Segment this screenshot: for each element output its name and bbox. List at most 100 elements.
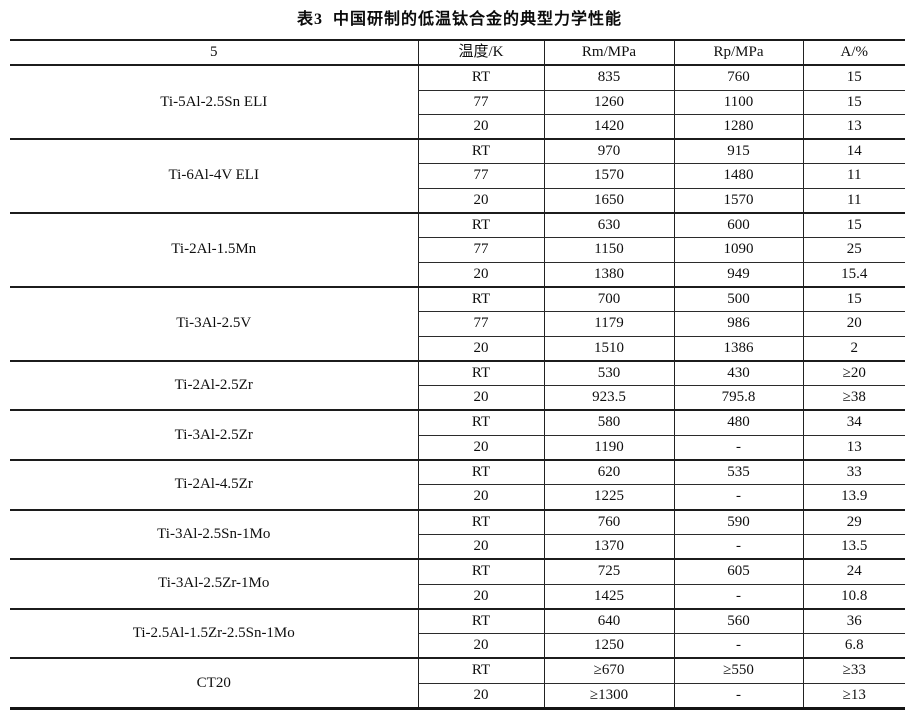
rm-cell: 1179 [543, 311, 674, 337]
temperature-cell: 20 [417, 584, 544, 610]
elongation-cell: 10.8 [802, 584, 905, 610]
elongation-cell: ≥33 [802, 658, 905, 684]
rp-cell: 480 [673, 410, 803, 436]
rm-cell: 1370 [543, 534, 674, 561]
temperature-cell: RT [417, 213, 544, 239]
header-cell-alloy: 5 [10, 40, 418, 67]
table-row: 20 923.5 795.8 ≥38 [10, 385, 905, 412]
table-row: Ti-3Al-2.5Sn-1Mo RT 760 590 29 [10, 509, 905, 561]
temperature-cell: RT [417, 559, 544, 585]
rp-cell: 430 [673, 360, 803, 387]
rp-cell: 1280 [673, 114, 803, 141]
table-row: 77 1260 1100 15 [10, 90, 905, 115]
alloy-name-cell: Ti-3Al-2.5Sn-1Mo [10, 509, 418, 561]
elongation-cell: 15.4 [802, 262, 905, 288]
alloy-name-cell: Ti-2Al-2.5Zr [10, 360, 418, 412]
elongation-cell: 33 [802, 460, 905, 486]
table-row: Ti-2.5Al-1.5Zr-2.5Sn-1Mo RT 640 560 36 [10, 608, 905, 660]
temperature-cell: RT [417, 509, 544, 535]
temperature-cell: 20 [417, 188, 544, 215]
temperature-cell: 20 [417, 683, 544, 710]
table-row: 77 1570 1480 11 [10, 163, 905, 189]
temperature-cell: RT [417, 286, 544, 313]
alloy-name-cell: Ti-2Al-4.5Zr [10, 460, 418, 511]
rp-cell: - [673, 435, 803, 462]
table-row: 20 1425-10.8 [10, 584, 905, 610]
rp-cell: - [673, 584, 803, 610]
temperature-cell: RT [417, 608, 544, 635]
table-row: Ti-2Al-2.5Zr RT 530 430 ≥20 [10, 360, 905, 412]
rp-cell: 500 [673, 286, 803, 313]
rp-cell: 915 [673, 139, 803, 165]
table-row: Ti-3Al-2.5Zr RT 580 480 34 [10, 410, 905, 462]
temperature-cell: 77 [417, 163, 544, 189]
alloy-name-cell: Ti-2.5Al-1.5Zr-2.5Sn-1Mo [10, 608, 418, 660]
table-row: 77 1150 1090 25 [10, 237, 905, 263]
table-caption: 表3 中国研制的低温钛合金的典型力学性能 [296, 11, 622, 28]
table-row: Ti-3Al-2.5V RT 700 500 15 [10, 286, 905, 362]
table-row: 20 1380 949 15.4 [10, 262, 905, 288]
temperature-cell: RT [417, 460, 544, 486]
temperature-cell: RT [417, 65, 544, 91]
rp-cell: 560 [673, 608, 803, 635]
elongation-cell: 34 [802, 410, 905, 436]
rm-cell: 760 [543, 509, 674, 535]
temperature-cell: 20 [417, 336, 544, 362]
elongation-cell: 13.5 [802, 534, 905, 561]
table-row: CT20 RT ≥670 ≥550 ≥33 [10, 658, 905, 710]
temperature-cell: 20 [417, 633, 544, 660]
rm-cell: 1425 [543, 584, 674, 610]
temperature-cell: 20 [417, 534, 544, 561]
table-row: 77 1179 986 20 [10, 311, 905, 337]
elongation-cell: 15 [802, 90, 905, 115]
rm-cell: 923.5 [543, 385, 674, 412]
table-row: 20 ≥1300- ≥13 [10, 683, 905, 710]
table-row: Ti-6Al-4V ELI RT 970 915 14 [10, 139, 905, 215]
temperature-cell: 20 [417, 262, 544, 288]
rp-cell: 600 [673, 213, 803, 239]
rp-cell: 986 [673, 311, 803, 337]
temperature-cell: RT [417, 360, 544, 387]
rp-cell: 1386 [673, 336, 803, 362]
elongation-cell: ≥20 [802, 360, 905, 387]
rm-cell: 580 [543, 410, 674, 436]
header-cell-elongation: A/% [802, 40, 905, 67]
rm-cell: 1380 [543, 262, 674, 288]
rm-cell: 640 [543, 608, 674, 635]
temperature-cell: 77 [417, 90, 544, 115]
rm-cell: ≥670 [543, 658, 674, 684]
alloy-name-cell: Ti-6Al-4V ELI [10, 139, 418, 215]
temperature-cell: RT [417, 410, 544, 436]
rm-cell: 630 [543, 213, 674, 239]
rm-cell: 530 [543, 360, 674, 387]
table-row: Ti-5Al-2.5Sn ELI RT 835 760 15 [10, 65, 905, 141]
rm-cell: ≥1300 [543, 683, 674, 710]
elongation-cell: 24 [802, 559, 905, 585]
table-row: 20 1420 1280 13 [10, 114, 905, 141]
table-row: 20 1650 1570 11 [10, 188, 905, 215]
header-cell-rp: Rp/MPa [673, 40, 803, 67]
alloy-name-cell: Ti-5Al-2.5Sn ELI [10, 65, 418, 141]
elongation-cell: 20 [802, 311, 905, 337]
elongation-cell: 15 [802, 286, 905, 313]
rm-cell: 725 [543, 559, 674, 585]
elongation-cell: 25 [802, 237, 905, 263]
alloy-name-cell: Ti-3Al-2.5Zr-1Mo [10, 559, 418, 610]
temperature-cell: 20 [417, 435, 544, 462]
elongation-cell: 2 [802, 336, 905, 362]
temperature-cell: 20 [417, 114, 544, 141]
elongation-cell: 11 [802, 188, 905, 215]
rm-cell: 1650 [543, 188, 674, 215]
rp-cell: - [673, 484, 803, 511]
rp-cell: 760 [673, 65, 803, 91]
temperature-cell: RT [417, 658, 544, 684]
table-row: 20 1370-13.5 [10, 534, 905, 561]
rp-cell: - [673, 633, 803, 660]
table-row: Ti-2Al-1.5Mn RT 630 600 15 [10, 213, 905, 288]
rm-cell: 700 [543, 286, 674, 313]
rp-cell: 795.8 [673, 385, 803, 412]
rm-cell: 835 [543, 65, 674, 91]
rm-cell: 1190 [543, 435, 674, 462]
rp-cell: 1570 [673, 188, 803, 215]
